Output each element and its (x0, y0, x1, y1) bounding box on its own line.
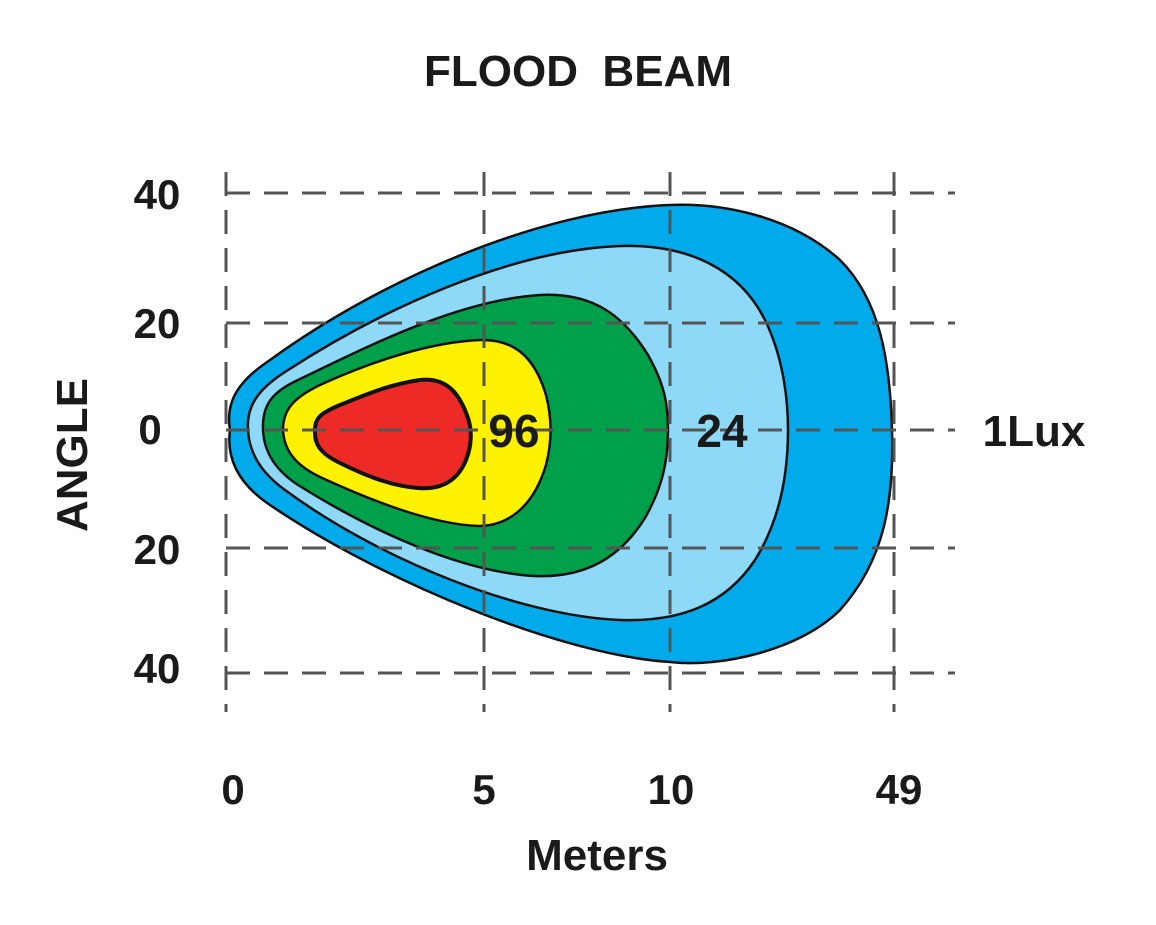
y-tick-label: 20 (134, 300, 181, 347)
x-tick-label: 10 (648, 766, 695, 813)
isolux-label-96: 96 (488, 405, 539, 457)
y-tick-label: 0 (138, 406, 161, 453)
x-tick-label: 0 (221, 766, 244, 813)
zone-red (312, 377, 473, 491)
x-tick-label: 5 (472, 766, 495, 813)
isolux-label-1lux: 1Lux (983, 407, 1086, 456)
x-tick-label: 49 (876, 766, 923, 813)
chart-title: FLOOD BEAM (424, 47, 732, 96)
x-axis-label: Meters (526, 831, 668, 880)
y-tick-label: 40 (134, 645, 181, 692)
grid (224, 172, 955, 712)
isolux-label-24: 24 (696, 405, 748, 457)
y-tick-label: 40 (134, 171, 181, 218)
y-axis-label: ANGLE (48, 378, 97, 532)
y-tick-label: 20 (134, 526, 181, 573)
